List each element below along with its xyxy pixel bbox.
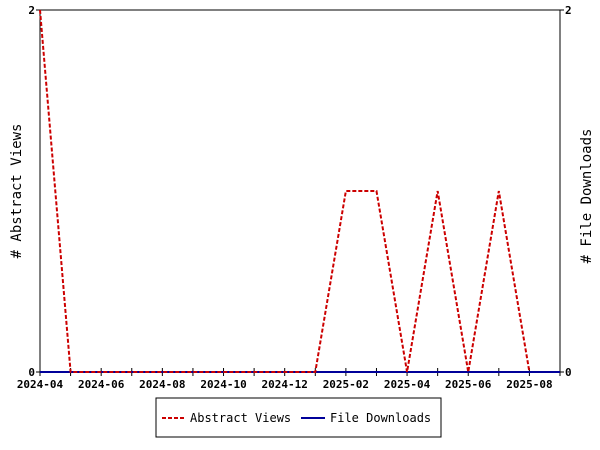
x-tick-label: 2024-06	[78, 378, 125, 391]
y-left-tick-label: 0	[28, 366, 35, 379]
y-axis-left-title: # Abstract Views	[9, 124, 25, 259]
y-left-tick-label: 2	[28, 4, 35, 17]
x-tick-label: 2024-12	[262, 378, 308, 391]
x-tick-label: 2024-08	[139, 378, 185, 391]
series-layer	[39, 9, 561, 373]
y-right-tick-label: 2	[565, 4, 572, 17]
legend-label-abstract-views: Abstract Views	[190, 411, 291, 425]
x-tick-label: 2025-08	[506, 378, 552, 391]
x-axis: 2024-04 2024-06 2024-08 2024-10 2024-12 2025-…	[17, 368, 561, 391]
legend-label-file-downloads: File Downloads	[330, 411, 431, 425]
x-tick-label: 2024-04	[17, 378, 64, 391]
y-axes: 0 2 0 2	[28, 4, 571, 379]
x-tick-label: 2025-06	[445, 378, 492, 391]
x-tick-label: 2024-10	[200, 378, 246, 391]
x-tick-label: 2025-04	[384, 378, 431, 391]
x-tick-label: 2025-02	[323, 378, 369, 391]
y-right-tick-label: 0	[565, 366, 572, 379]
legend: Abstract Views File Downloads	[155, 397, 442, 438]
plot-area	[39, 9, 561, 373]
y-axis-right-title: # File Downloads	[579, 129, 595, 264]
legend-box	[155, 397, 442, 438]
